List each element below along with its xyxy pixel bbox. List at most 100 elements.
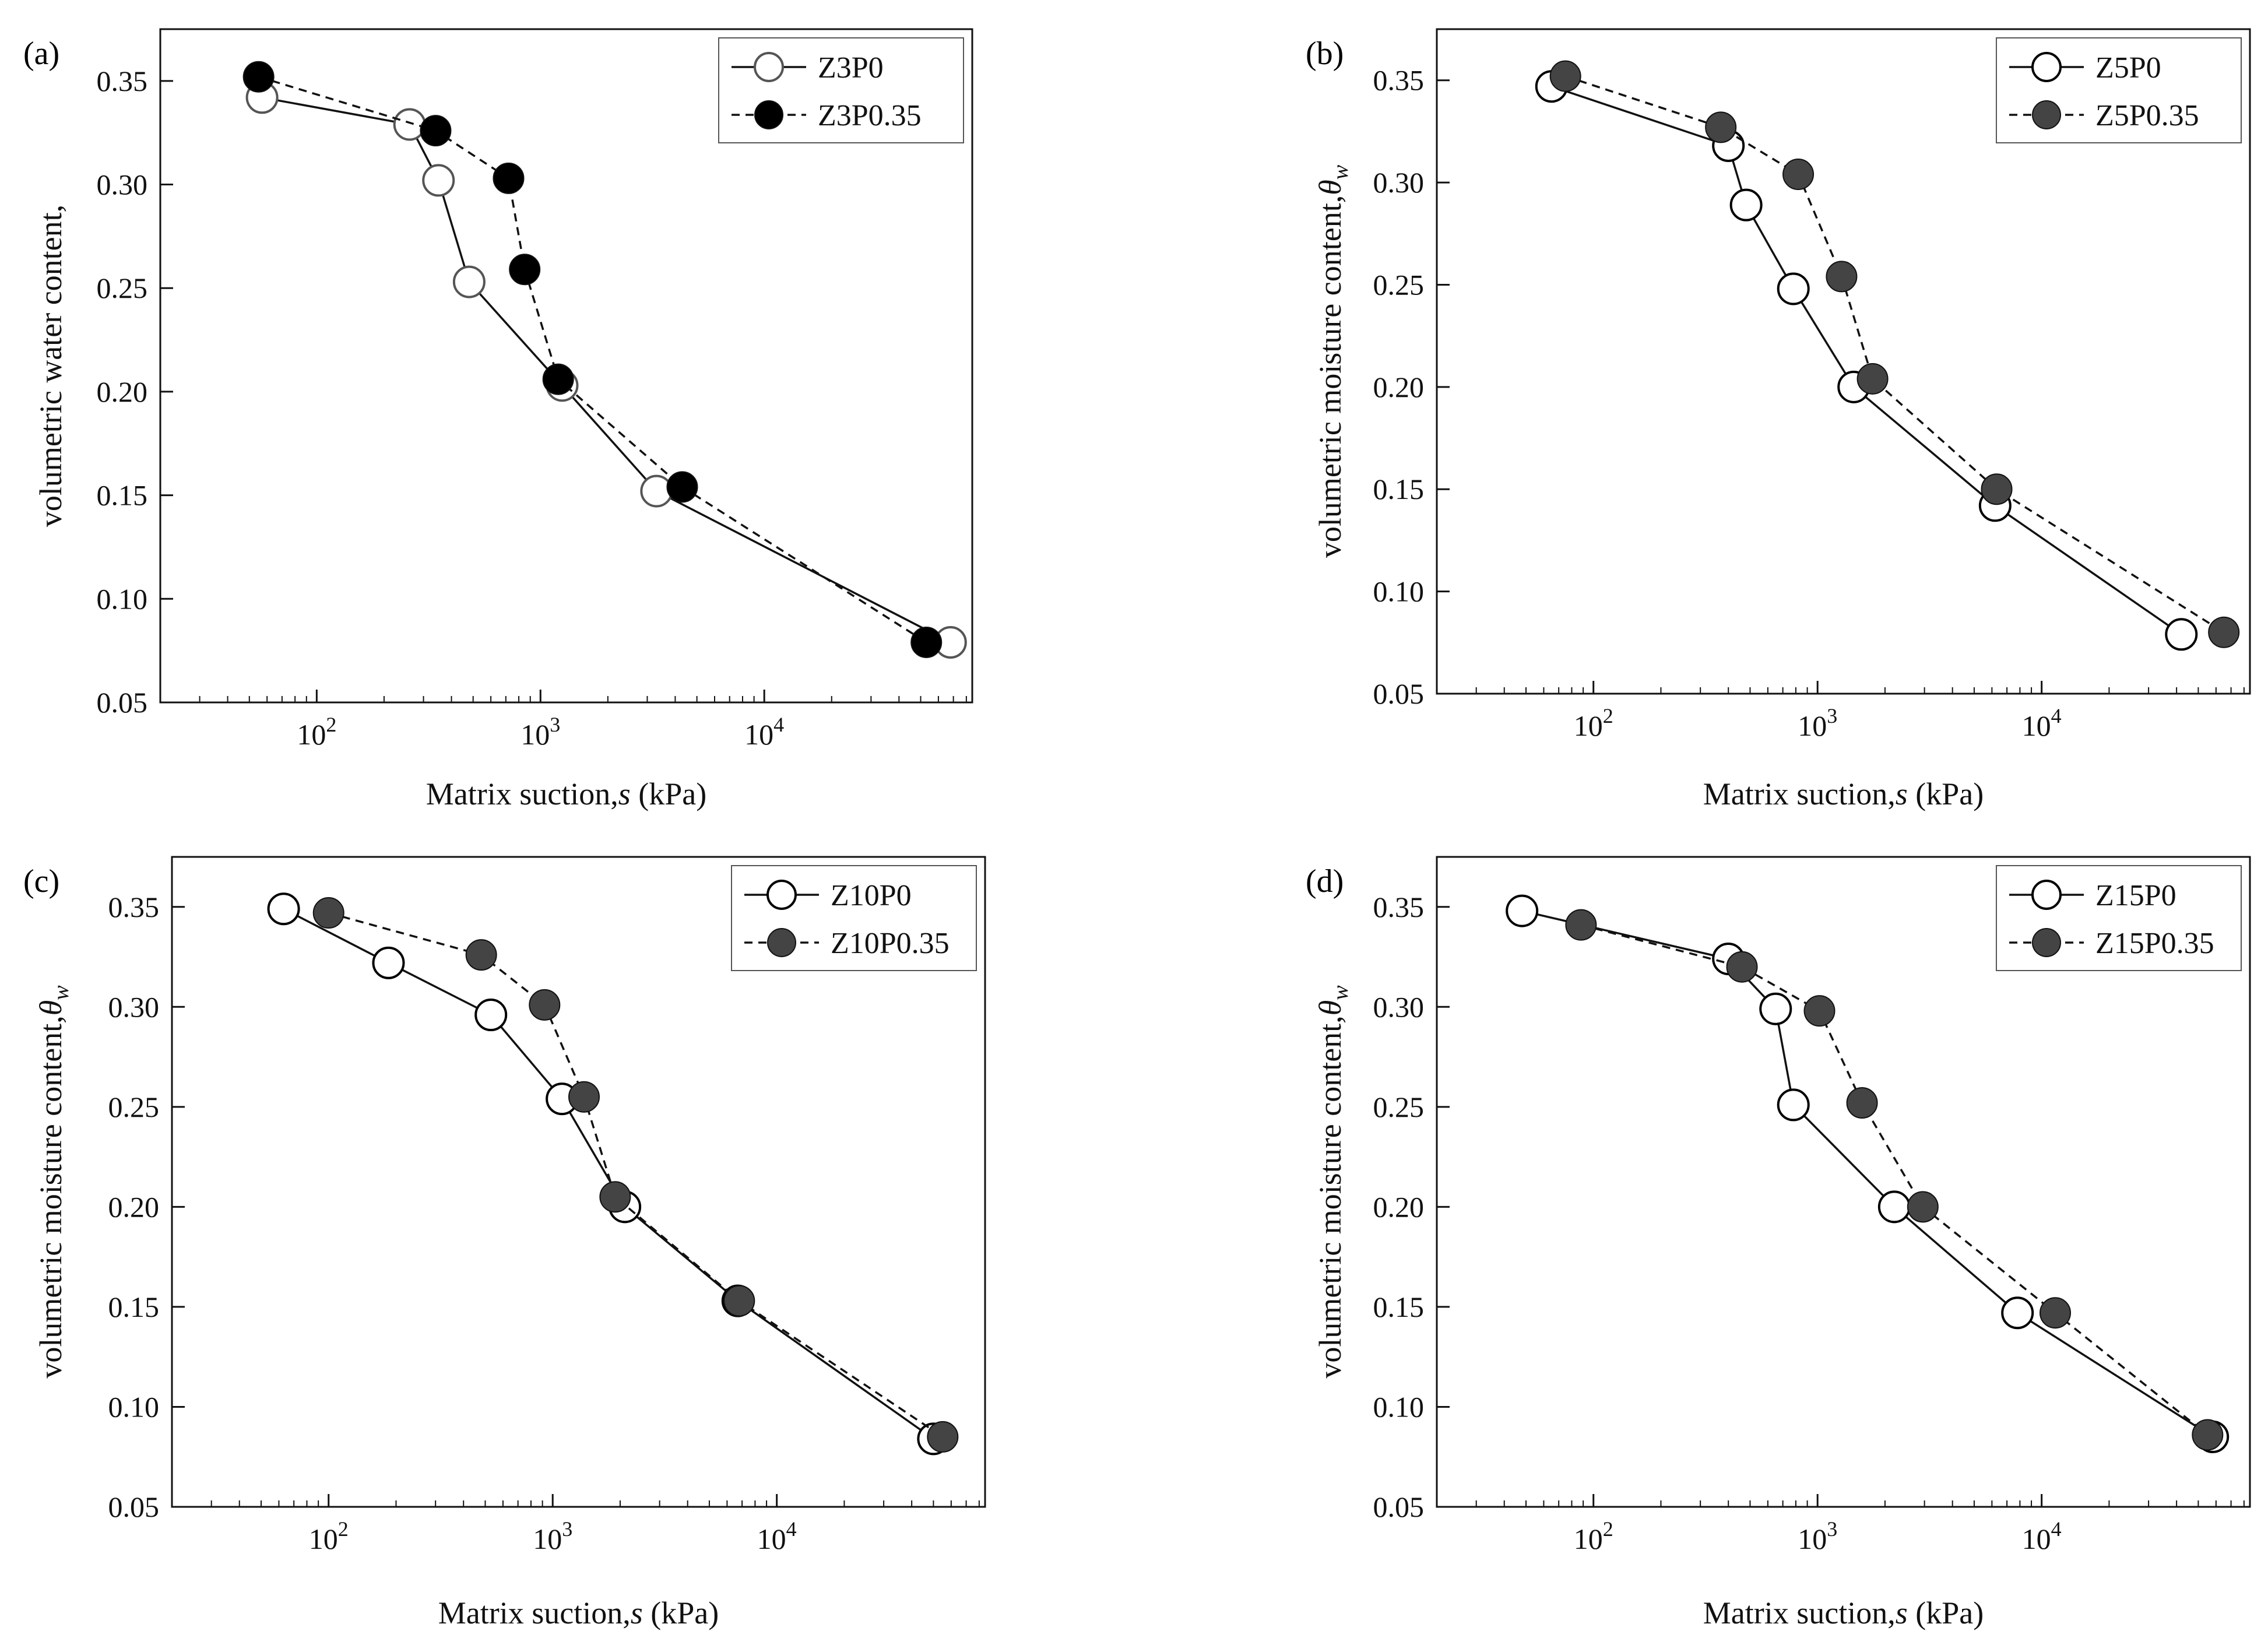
x-tick-label: 102 [1574,704,1613,742]
y-axis-title-symbol: θ [33,1000,68,1016]
plot-frame [159,28,973,704]
data-point-Z5P0 [2165,618,2198,651]
legend: Z10P0 Z10P0.35 [731,865,977,971]
y-tick-label: 0.10 [1373,575,1425,608]
x-tick-exponent: 2 [1603,1517,1613,1541]
data-point-Z15P0 [1877,1190,1911,1224]
legend-label: Z15P0.35 [2095,927,2214,960]
x-tick-exponent: 2 [1603,704,1613,727]
x-tick-exponent: 3 [1827,704,1837,727]
data-point-Z15P0.35 [1565,909,1597,941]
series-line-Z15P0 [1521,909,2214,1438]
x-axis-title-symbol: s [1896,1595,1908,1630]
panel-label: (b) [1306,36,1344,72]
y-tick-label: 0.35 [97,65,148,97]
data-point-Z5P0.35 [1981,473,2013,505]
data-point-Z5P0.35 [1782,159,1815,191]
data-point-Z15P0.35 [1726,951,1758,983]
data-point-Z15P0.35 [1846,1087,1878,1119]
data-point-Z5P0.35 [1705,111,1737,143]
x-axis-title-text: Matrix suction, [426,776,618,811]
data-point-Z15P0.35 [2040,1297,2072,1329]
x-tick-label: 102 [309,1517,349,1555]
y-axis-title-subscript: w [1328,985,1353,1000]
data-point-Z3P0.35 [910,626,943,658]
panel-4: (d) 0.05 0.10 0.15 0.20 0.25 0.30 0.35 102 103 104… [1306,856,2251,1630]
y-axis-title-subscript: w [1328,164,1353,180]
legend-marker [767,928,796,957]
panel-label: (a) [23,36,59,72]
data-point-Z5P0.35 [1856,363,1889,395]
y-axis-title-subscript: w [49,985,73,1000]
x-axis-title-symbol: s [618,776,631,811]
x-tick-exponent: 3 [562,1517,572,1541]
legend: Z5P0 Z5P0.35 [1996,37,2242,143]
y-axis-title: volumetric water content, [33,205,68,527]
legend-label: Z3P0 [818,51,884,85]
x-tick-exponent: 4 [2051,1517,2062,1541]
series-line-Z3P0.35 [258,76,927,644]
series-line-Z5P0.35 [1565,75,2225,634]
x-tick-exponent: 2 [326,713,336,736]
x-tick-label: 104 [2022,1517,2062,1555]
y-tick-label: 0.25 [1373,1091,1425,1123]
plot-frame [1436,856,2251,1508]
data-point-Z10P0.35 [599,1181,631,1213]
panel-label: (c) [23,863,59,899]
y-tick-label: 0.15 [1373,1291,1425,1323]
x-axis-title-unit: (kPa) [643,1595,719,1630]
legend-label: Z10P0.35 [831,927,950,960]
legend-label: Z15P0 [2095,879,2176,912]
data-point-Z3P0 [422,164,455,197]
y-tick-label: 0.25 [97,272,148,304]
y-tick-label: 0.30 [1373,990,1425,1023]
y-tick-label: 0.25 [108,1091,160,1123]
x-tick-exponent: 4 [773,713,784,736]
legend-marker [754,52,784,82]
data-point-Z15P0 [1506,894,1539,927]
x-tick-label: 104 [744,713,784,751]
y-tick-label: 0.35 [1373,891,1425,923]
data-point-Z15P0 [1777,1088,1810,1122]
x-tick-label: 103 [533,1517,572,1555]
x-axis-title-unit: (kPa) [1908,776,1984,811]
data-point-Z15P0 [1759,992,1792,1025]
x-tick-label: 102 [1574,1517,1613,1555]
x-tick-exponent: 3 [1827,1517,1837,1541]
y-axis-title-symbol: θ [1313,1000,1348,1016]
x-tick-exponent: 3 [550,713,560,736]
y-tick-label: 0.05 [1373,1491,1425,1523]
y-tick-label: 0.25 [1373,268,1425,301]
y-tick-label: 0.20 [1373,371,1425,403]
y-tick-label: 0.05 [1373,677,1425,710]
data-point-Z15P0.35 [1907,1191,1939,1223]
x-tick-label: 102 [297,713,336,751]
data-point-Z3P0.35 [242,61,275,93]
y-tick-label: 0.20 [1373,1190,1425,1223]
x-axis-title-unit: (kPa) [1908,1595,1984,1630]
x-axis-title: Matrix suction,s (kPa) [1703,1595,1984,1630]
legend-marker [2032,928,2061,957]
x-tick-exponent: 4 [786,1517,797,1541]
y-tick-label: 0.30 [108,990,160,1023]
y-tick-label: 0.10 [1373,1390,1425,1423]
y-axis-title-text: volumetric moisture content, [33,1015,68,1378]
series-line-Z3P0 [262,96,951,644]
legend-label: Z5P0 [2095,51,2161,85]
data-point-Z3P0.35 [493,162,525,194]
x-axis-title: Matrix suction,s (kPa) [438,1595,719,1630]
x-axis-title-text: Matrix suction, [1703,1595,1896,1630]
y-tick-label: 0.10 [97,582,148,615]
legend-marker [2032,100,2061,129]
data-point-Z15P0.35 [1803,995,1836,1027]
y-tick-label: 0.20 [97,375,148,408]
data-point-Z5P0.35 [1826,261,1858,293]
y-tick-label: 0.30 [1373,166,1425,199]
legend-marker [2031,880,2062,910]
legend-marker [766,880,797,910]
panel-1: (a) 0.05 0.10 0.15 0.20 0.25 0.30 0.35 102 103 104… [23,28,973,811]
data-point-Z5P0 [1777,272,1810,305]
series-line-Z15P0.35 [1580,923,2209,1436]
x-tick-label: 103 [1798,704,1837,742]
